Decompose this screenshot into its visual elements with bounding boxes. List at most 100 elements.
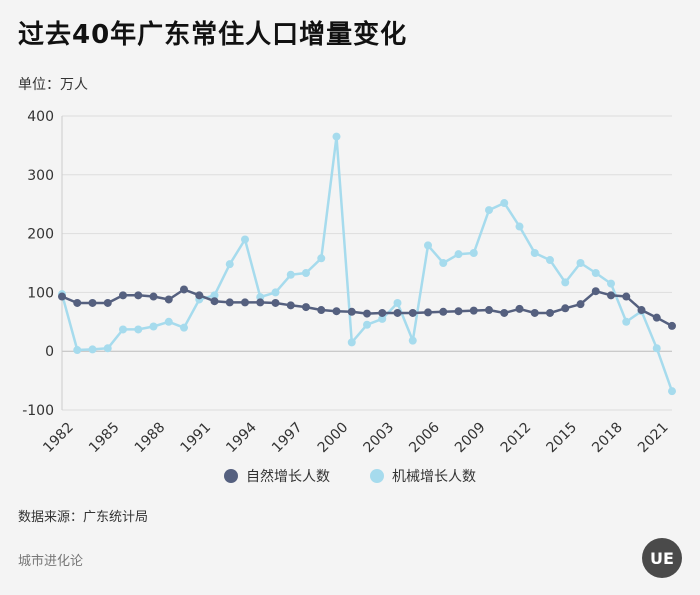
data-point <box>286 270 295 279</box>
data-point <box>622 317 631 326</box>
data-point <box>103 344 112 353</box>
unit-label: 单位：万人 <box>18 77 88 93</box>
data-point <box>58 292 66 301</box>
data-point <box>652 344 661 353</box>
x-tick-label: 2003 <box>361 420 398 457</box>
data-point <box>363 309 371 318</box>
data-point <box>561 278 570 287</box>
x-tick-label: 2015 <box>544 420 581 457</box>
brand-logo-icon: UE <box>642 538 682 578</box>
data-point <box>210 291 219 300</box>
brand-name: 城市进化论 <box>18 554 84 569</box>
data-point <box>485 306 493 315</box>
x-tick-label: 2009 <box>452 420 489 457</box>
data-point <box>149 322 158 331</box>
data-point <box>607 291 615 300</box>
legend-label-natural: 自然增长人数 <box>246 469 330 485</box>
data-point <box>576 259 585 267</box>
data-point <box>134 325 143 334</box>
data-point <box>256 298 265 307</box>
data-point <box>393 308 402 317</box>
data-point <box>576 300 585 309</box>
x-axis-ticks: 1982 1985 1988 1991 1994 1997 2000 2003 2006 2009… <box>40 419 671 456</box>
data-point <box>73 346 82 355</box>
data-point <box>378 314 387 323</box>
y-tick-label: -100 <box>22 403 54 419</box>
y-tick-label: 0 <box>45 344 54 360</box>
x-tick-label: 1994 <box>223 419 260 456</box>
data-point <box>546 308 554 317</box>
data-point <box>317 306 326 315</box>
data-point <box>119 325 127 334</box>
x-tick-label: 1982 <box>40 420 77 457</box>
data-point <box>225 298 234 307</box>
data-point <box>591 287 600 296</box>
data-point <box>317 254 326 263</box>
data-point <box>225 260 234 269</box>
x-tick-label: 1991 <box>178 420 215 457</box>
data-point <box>286 301 295 310</box>
data-point <box>454 307 463 316</box>
data-point <box>591 268 600 277</box>
legend-item-natural: 自然增长人数 <box>224 466 330 486</box>
data-point <box>652 313 661 322</box>
legend-label-migration: 机械增长人数 <box>392 469 476 485</box>
data-point <box>363 320 371 329</box>
data-point <box>408 308 417 317</box>
data-point <box>500 199 509 208</box>
data-point <box>607 279 615 288</box>
legend-item-migration: 机械增长人数 <box>370 466 476 486</box>
data-point <box>408 336 417 345</box>
chart-grid <box>61 115 672 411</box>
data-point <box>103 298 112 307</box>
data-point <box>546 256 554 265</box>
data-point <box>515 222 524 231</box>
data-point <box>668 387 676 396</box>
data-point <box>347 338 356 347</box>
data-point <box>454 250 463 259</box>
y-tick-label: 200 <box>27 227 54 243</box>
data-point <box>439 259 448 267</box>
series-0 <box>58 285 676 330</box>
legend-marker-migration <box>370 469 384 483</box>
data-point <box>180 285 188 294</box>
data-point <box>271 288 280 297</box>
y-tick-label: 100 <box>27 285 54 301</box>
data-point <box>469 249 478 258</box>
data-point <box>424 241 432 250</box>
data-point <box>210 297 219 306</box>
data-point <box>180 323 188 332</box>
data-point <box>241 298 249 307</box>
data-point <box>302 303 310 312</box>
series-1 <box>58 132 676 396</box>
data-point <box>424 308 432 317</box>
data-point <box>561 304 570 313</box>
data-point <box>622 292 631 301</box>
data-point <box>271 298 280 307</box>
x-tick-label: 2000 <box>315 420 352 457</box>
data-point <box>378 308 387 317</box>
data-point <box>119 291 127 300</box>
data-point <box>164 295 173 304</box>
data-point <box>500 308 509 317</box>
x-tick-label: 1985 <box>86 420 123 457</box>
x-tick-label: 2018 <box>589 420 626 457</box>
data-point <box>73 298 82 307</box>
data-point <box>149 292 158 301</box>
data-point <box>530 249 539 258</box>
data-point <box>195 291 204 300</box>
data-point <box>332 307 341 316</box>
data-point <box>530 308 539 317</box>
data-point <box>88 298 97 307</box>
data-point <box>302 268 310 277</box>
chart-title: 过去40年广东常住人口增量变化 <box>18 20 408 50</box>
y-tick-label: 400 <box>27 109 54 125</box>
x-tick-label: 2006 <box>406 419 443 456</box>
data-point <box>469 306 478 315</box>
chart-series <box>58 132 676 396</box>
data-point <box>485 206 493 215</box>
data-point <box>332 132 341 141</box>
data-point <box>88 345 97 354</box>
data-point <box>241 235 249 244</box>
